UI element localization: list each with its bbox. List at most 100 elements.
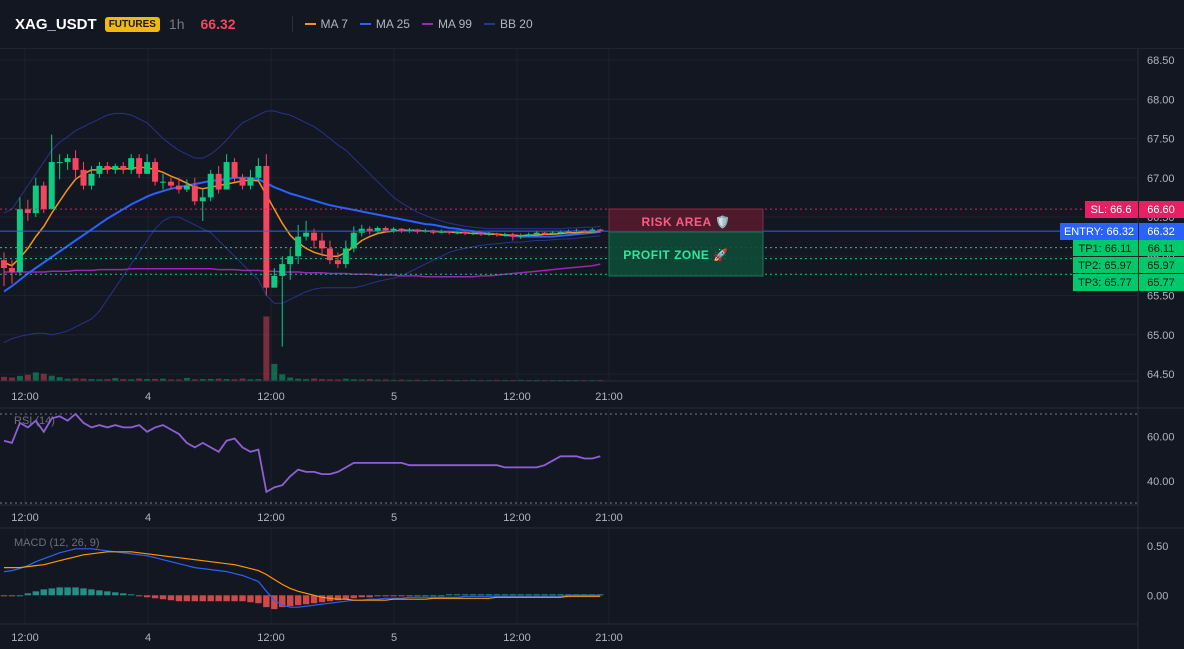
legend-ma25-label: MA 25 xyxy=(375,17,410,31)
volume-bar xyxy=(191,379,198,381)
volume-bar xyxy=(223,379,230,381)
candle-up xyxy=(295,236,302,257)
volume-bar xyxy=(470,379,477,381)
candle-up xyxy=(255,165,262,178)
volume-bar xyxy=(64,378,71,381)
macd-histogram-bar xyxy=(334,595,342,601)
legend-bb20-swatch xyxy=(483,23,495,25)
volume-bar xyxy=(96,379,103,381)
legend-ma25[interactable]: MA 25 xyxy=(359,17,410,31)
tp1-tag: TP1: 66.11 66.11 xyxy=(1073,240,1184,256)
macd-histogram-bar xyxy=(517,594,524,596)
volume-bar xyxy=(295,378,302,381)
bb-upper-line xyxy=(3,110,601,230)
volume-bar xyxy=(406,379,413,381)
volume-bar xyxy=(104,379,111,381)
candle-down xyxy=(311,232,318,241)
candle-down xyxy=(382,227,389,231)
volume-bar xyxy=(247,379,254,381)
macd-histogram-bar xyxy=(557,594,564,596)
legend-ma7[interactable]: MA 7 xyxy=(304,17,348,31)
legend-bb20[interactable]: BB 20 xyxy=(483,17,533,31)
time-axis-macd: 12:00 4 12:00 5 12:00 21:00 xyxy=(11,632,623,644)
volume-bar xyxy=(303,379,310,381)
candle-up xyxy=(438,231,445,233)
macd-histogram-bar xyxy=(191,595,198,602)
volume-bar xyxy=(374,379,381,381)
volume-bar xyxy=(382,379,389,381)
macd-histogram-bar xyxy=(199,595,206,602)
volume-bar xyxy=(263,316,270,381)
macd-histogram-bar xyxy=(56,587,63,596)
candle-up xyxy=(64,158,71,163)
time-tick-label: 4 xyxy=(145,512,151,524)
legend-ma99[interactable]: MA 99 xyxy=(421,17,472,31)
candle-down xyxy=(509,234,516,237)
volume-bar xyxy=(88,379,95,381)
candle-down xyxy=(104,165,111,170)
price-tick-label: 67.50 xyxy=(1147,134,1175,146)
candle-up xyxy=(549,232,556,235)
macd-histogram-bar xyxy=(358,595,365,598)
rsi-line-path xyxy=(3,412,601,494)
candle-up xyxy=(96,165,103,174)
macd-histogram-bar xyxy=(0,595,8,597)
macd-histogram-bar xyxy=(255,595,262,604)
volume-bar xyxy=(8,377,15,381)
candle-down xyxy=(24,209,31,214)
rsi-tick-label: 40.00 xyxy=(1147,476,1175,488)
candle-down xyxy=(136,158,143,174)
macd-histogram-bar xyxy=(279,595,286,608)
profit-zone-label: PROFIT ZONE 🚀 xyxy=(623,248,728,262)
timeframe-label[interactable]: 1h xyxy=(168,16,185,32)
macd-histogram-bar xyxy=(104,591,111,596)
symbol-name[interactable]: XAG_USDT xyxy=(15,15,97,33)
bollinger-bands xyxy=(3,110,601,344)
macd-histogram-bar xyxy=(24,593,32,596)
candle-up xyxy=(271,275,278,288)
macd-histogram-bar xyxy=(525,594,532,596)
bb-lower-line xyxy=(3,216,601,344)
macd-grid xyxy=(24,529,610,624)
volume-bar xyxy=(239,378,246,381)
candle-down xyxy=(446,231,453,233)
volume-bar xyxy=(112,378,119,381)
candle-down xyxy=(319,240,325,249)
macd-signal-path xyxy=(4,551,601,601)
tp1-axis-bg xyxy=(1139,240,1184,256)
volume-bar xyxy=(358,379,365,381)
macd-histogram-bar xyxy=(271,595,278,610)
candle-down xyxy=(334,260,341,265)
candle-up xyxy=(112,165,119,170)
candle-up xyxy=(279,264,286,276)
candle-up xyxy=(56,162,63,164)
tp3-tag-bg xyxy=(1073,274,1138,291)
macd-histogram-bar xyxy=(207,595,214,602)
volume-bar xyxy=(128,379,135,381)
time-tick-label: 21:00 xyxy=(595,391,623,403)
time-tick-label: 12:00 xyxy=(257,632,285,644)
time-tick-label: 12:00 xyxy=(257,512,285,524)
macd-histogram-bar xyxy=(302,595,310,605)
candle-up xyxy=(406,229,413,232)
rsi-tick-label: 60.00 xyxy=(1147,431,1175,443)
macd-histogram-bar xyxy=(549,594,556,596)
legend-ma99-label: MA 99 xyxy=(437,17,472,31)
volume-bar xyxy=(287,377,294,381)
macd-histogram-bar xyxy=(239,595,246,602)
macd-histogram-bar xyxy=(501,594,509,596)
macd-histogram-bar xyxy=(533,594,540,596)
legend-ma7-swatch xyxy=(304,23,316,25)
macd-histogram-bar xyxy=(342,595,350,600)
volume-bar xyxy=(199,379,206,381)
volume-bar xyxy=(398,379,405,381)
candle-up xyxy=(342,248,349,265)
macd-histogram-bar xyxy=(48,588,55,596)
time-tick-label: 12:00 xyxy=(11,391,39,403)
time-tick-label: 12:00 xyxy=(503,391,531,403)
candle-down xyxy=(478,232,484,235)
risk-area-label: RISK AREA 🛡️ xyxy=(642,215,731,229)
sl-axis-bg xyxy=(1139,201,1184,218)
macd-histogram-bar xyxy=(72,587,79,596)
